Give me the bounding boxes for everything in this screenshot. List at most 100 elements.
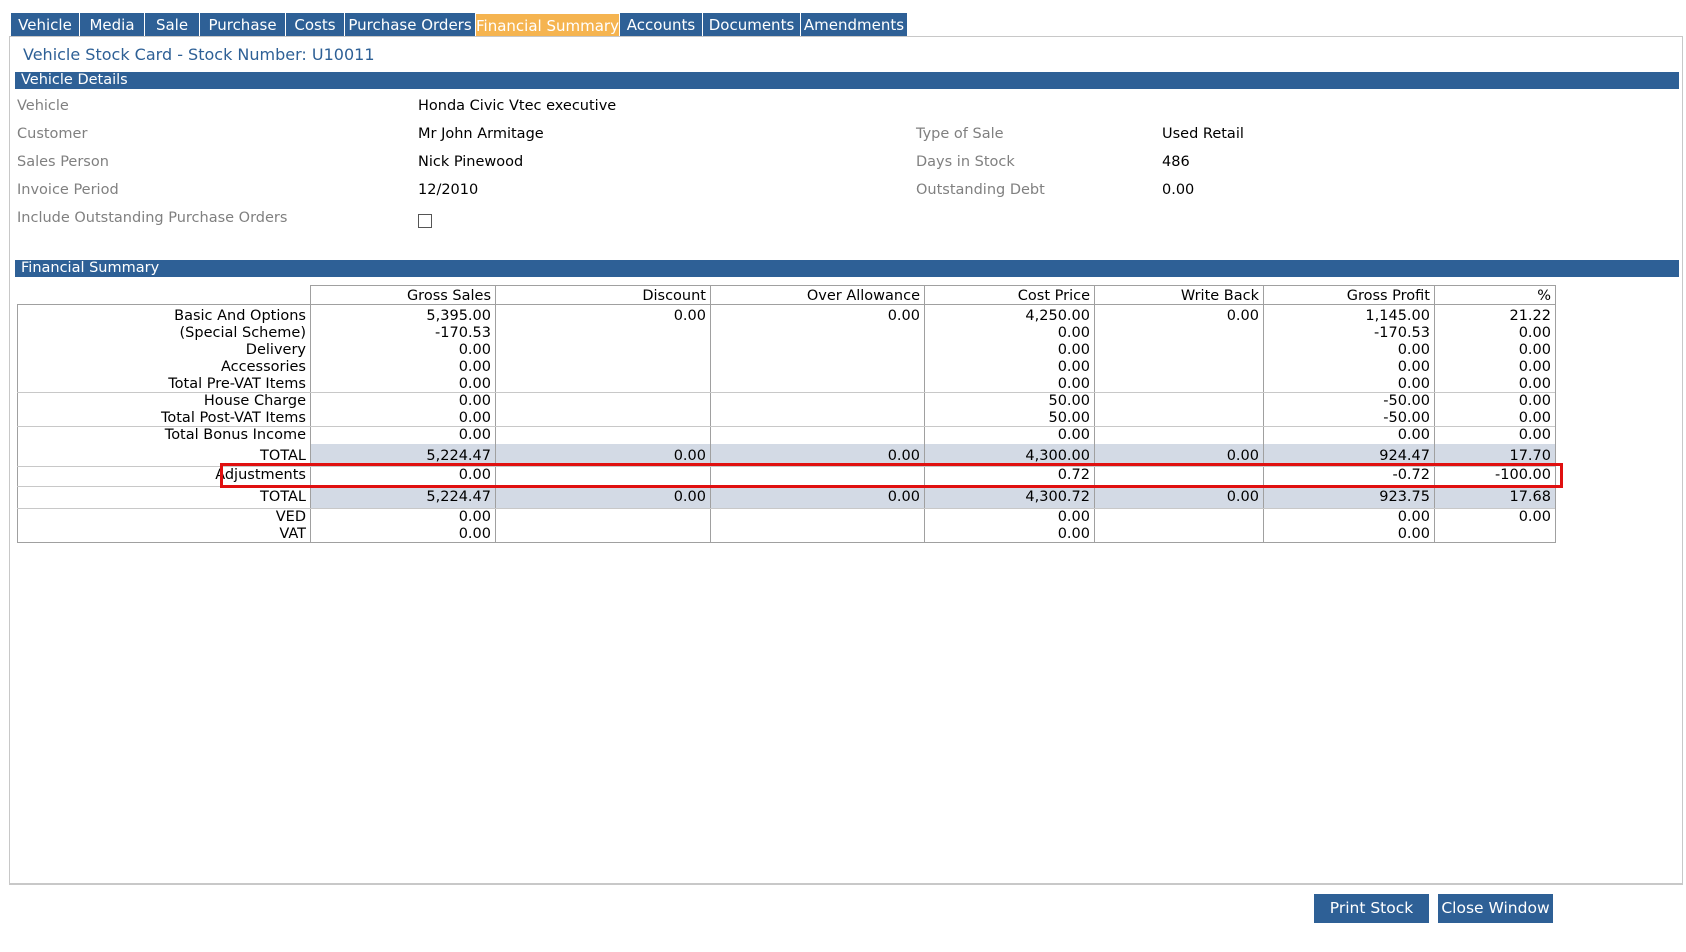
row-label: Total Post-VAT Items [160, 410, 306, 426]
table-cell: 0.00 [1518, 359, 1551, 375]
close-window-button[interactable]: Close Window [1438, 894, 1553, 923]
row-label: Basic And Options [174, 308, 306, 324]
table-cell: 50.00 [1048, 393, 1090, 409]
tab-purchase-orders[interactable]: Purchase Orders [345, 13, 476, 38]
row-label: Total Pre-VAT Items [168, 376, 306, 392]
table-cell: 0.00 [1057, 526, 1090, 542]
table-top-border [17, 304, 1555, 305]
table-cell: 0.00 [458, 427, 491, 443]
row-label: (Special Scheme) [179, 325, 307, 341]
table-cell: 5,395.00 [426, 308, 491, 324]
row-label: TOTAL [260, 489, 306, 505]
tab-amendments[interactable]: Amendments [801, 13, 908, 38]
table-left-border [17, 304, 18, 543]
outstanding-debt-label: Outstanding Debt [916, 182, 1045, 198]
customer-value: Mr John Armitage [418, 126, 544, 142]
table-cell: 17.68 [1509, 489, 1551, 505]
financial-summary-header: Financial Summary [15, 260, 1679, 277]
table-cell: 0.00 [1518, 342, 1551, 358]
table-cell: 4,300.00 [1025, 448, 1090, 464]
tab-purchase[interactable]: Purchase [200, 13, 286, 38]
column-divider [310, 285, 311, 543]
table-cell: 0.00 [1397, 427, 1430, 443]
table-cell: 50.00 [1048, 410, 1090, 426]
tab-media[interactable]: Media [80, 13, 145, 38]
tab-financial-summary[interactable]: Financial Summary [476, 14, 620, 39]
row-group-divider [17, 508, 1555, 509]
sales-person-value: Nick Pinewood [418, 154, 524, 170]
table-cell: 0.00 [1057, 509, 1090, 525]
row-label: VAT [279, 526, 306, 542]
include-po-label: Include Outstanding Purchase Orders [17, 210, 288, 226]
column-header: Gross Profit [1346, 288, 1430, 304]
table-cell: 0.00 [1057, 342, 1090, 358]
tab-documents[interactable]: Documents [703, 13, 801, 38]
table-cell: 0.00 [1057, 325, 1090, 341]
footer-divider [9, 884, 1683, 885]
table-cell: 0.00 [1397, 526, 1430, 542]
table-cell: -0.72 [1392, 467, 1430, 483]
tab-sale[interactable]: Sale [145, 13, 200, 38]
column-divider [495, 285, 496, 543]
invoice-period-value: 12/2010 [418, 182, 479, 198]
table-cell: 0.00 [1518, 427, 1551, 443]
table-cell: 0.00 [458, 376, 491, 392]
table-cell: 5,224.47 [426, 448, 491, 464]
row-label: Delivery [245, 342, 306, 358]
table-cell: 0.00 [1518, 393, 1551, 409]
invoice-period-label: Invoice Period [17, 182, 119, 198]
tab-vehicle[interactable]: Vehicle [11, 13, 80, 38]
table-cell: 1,145.00 [1365, 308, 1430, 324]
table-cell: 4,300.72 [1025, 489, 1090, 505]
column-header: Discount [642, 288, 706, 304]
table-cell: 17.70 [1509, 448, 1551, 464]
days-in-stock-label: Days in Stock [916, 154, 1015, 170]
column-header: % [1537, 288, 1551, 304]
include-po-checkbox[interactable] [418, 214, 432, 228]
table-cell: 0.00 [1226, 448, 1259, 464]
table-cell: 0.00 [1226, 489, 1259, 505]
table-cell: 4,250.00 [1025, 308, 1090, 324]
sales-person-label: Sales Person [17, 154, 109, 170]
table-cell: 0.00 [458, 393, 491, 409]
table-cell: 5,224.47 [426, 489, 491, 505]
vehicle-label: Vehicle [17, 98, 69, 114]
column-divider [710, 285, 711, 543]
table-cell: 924.47 [1379, 448, 1430, 464]
row-group-divider [17, 426, 1555, 427]
column-header: Gross Sales [406, 288, 491, 304]
table-cell: 0.00 [1397, 376, 1430, 392]
table-cell: 0.00 [458, 526, 491, 542]
type-of-sale-value: Used Retail [1162, 126, 1244, 142]
row-label: VED [275, 509, 306, 525]
column-header: Over Allowance [806, 288, 920, 304]
table-cell: 0.00 [887, 489, 920, 505]
table-cell: 0.00 [1518, 509, 1551, 525]
tab-accounts[interactable]: Accounts [620, 13, 703, 38]
print-stock-card-button[interactable]: Print Stock Card [1314, 894, 1429, 946]
total-row-shade [310, 486, 1555, 508]
column-header: Write Back [1180, 288, 1259, 304]
table-cell: 0.00 [458, 410, 491, 426]
table-cell: 21.22 [1509, 308, 1551, 324]
table-cell: -50.00 [1383, 393, 1430, 409]
column-header: Cost Price [1017, 288, 1090, 304]
table-cell: 0.00 [673, 308, 706, 324]
outstanding-debt-value: 0.00 [1162, 182, 1195, 198]
table-cell: -50.00 [1383, 410, 1430, 426]
tab-costs[interactable]: Costs [286, 13, 345, 38]
row-label: Total Bonus Income [164, 427, 306, 443]
row-group-divider [17, 466, 1555, 467]
total-row-shade [310, 444, 1555, 466]
table-cell: 0.00 [458, 359, 491, 375]
table-cell: 0.00 [1226, 308, 1259, 324]
page-title: Vehicle Stock Card - Stock Number: U1001… [23, 45, 375, 64]
table-cell: 0.00 [1057, 376, 1090, 392]
table-cell: 0.00 [673, 448, 706, 464]
table-cell: 0.00 [673, 489, 706, 505]
table-cell: -170.53 [1374, 325, 1430, 341]
table-cell: 0.00 [458, 509, 491, 525]
table-cell: 0.00 [887, 448, 920, 464]
row-label: Adjustments [215, 467, 306, 483]
table-cell: 0.00 [887, 308, 920, 324]
